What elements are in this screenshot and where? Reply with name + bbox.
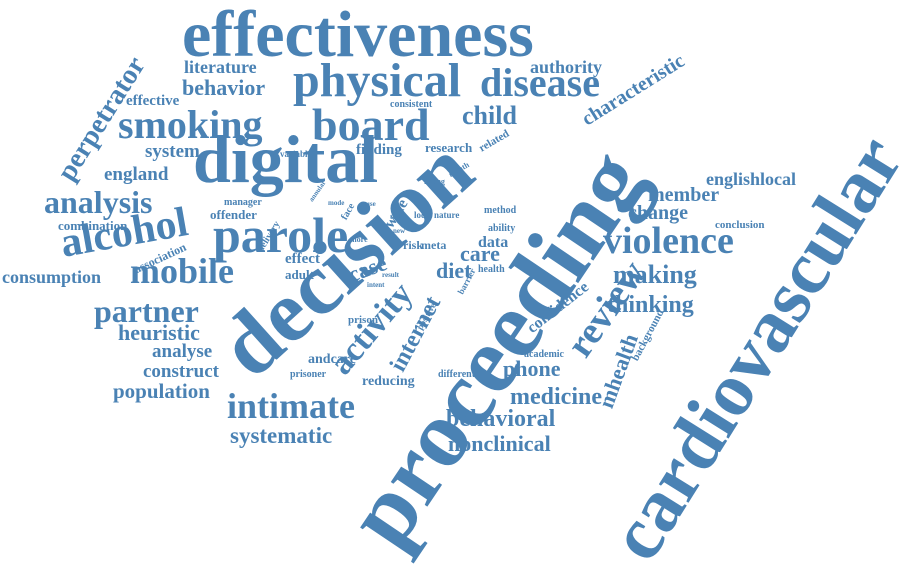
word-partner: partner xyxy=(94,293,199,329)
word-result: result xyxy=(382,271,399,279)
word-population: population xyxy=(113,379,210,403)
word-violence: violence xyxy=(603,220,734,262)
word-child: child xyxy=(462,101,517,130)
word-effectiveness: effectiveness xyxy=(182,0,534,71)
word-effective: effective xyxy=(126,93,180,109)
word-andcare: andcare xyxy=(308,352,356,367)
word-behavior: behavior xyxy=(182,75,266,100)
word-consumption: consumption xyxy=(2,267,102,287)
word-manager: manager xyxy=(224,197,262,208)
word-parole: parole xyxy=(213,207,349,263)
word-authority: authority xyxy=(530,57,602,77)
word-risk: risk xyxy=(403,238,424,252)
word-mobile: mobile xyxy=(130,251,234,291)
word-nonclinical: nonclinical xyxy=(448,431,551,456)
word-related: related xyxy=(476,127,512,155)
word-academic: academic xyxy=(524,349,564,360)
word-member: member xyxy=(648,184,720,206)
word-medicine: medicine xyxy=(510,384,602,410)
word-nature: nature xyxy=(434,210,460,220)
word-offender: offender xyxy=(210,207,257,222)
word-use: use xyxy=(366,200,376,208)
word-englishlocal: englishlocal xyxy=(706,169,797,189)
word-phone: phone xyxy=(503,356,561,381)
word-consistent: consistent xyxy=(390,99,433,110)
word-intent: intent xyxy=(367,281,385,289)
word-effect: effect xyxy=(285,251,320,267)
word-smoking: smoking xyxy=(118,102,263,147)
word-intimate: intimate xyxy=(227,386,355,426)
word-tool: tool xyxy=(390,213,402,221)
word-analysis: analysis xyxy=(44,184,153,220)
word-different: different xyxy=(438,369,476,380)
word-diet: diet xyxy=(436,258,472,283)
word-adult: adult xyxy=(285,267,314,282)
word-construct: construct xyxy=(143,361,219,382)
word-reducing: reducing xyxy=(362,374,415,389)
word-prisoner: prisoner xyxy=(290,369,327,380)
word-analyse: analyse xyxy=(152,341,213,362)
word-england: england xyxy=(104,164,169,185)
word-system: system xyxy=(145,141,200,162)
word-thinking: thinking xyxy=(607,292,694,318)
word-health: health xyxy=(478,264,505,275)
word-behavioral: behavioral xyxy=(446,406,556,432)
word-more: more xyxy=(350,235,368,244)
word-new: new xyxy=(393,227,406,235)
word-digital: digital xyxy=(193,121,379,197)
word-literature: literature xyxy=(184,57,257,77)
word-variable: variable xyxy=(280,149,312,159)
word-research: research xyxy=(425,140,473,155)
word-systematic: systematic xyxy=(230,423,333,448)
word-combination: combination xyxy=(58,218,128,233)
word-conclusion: conclusion xyxy=(715,219,765,231)
word-method: method xyxy=(484,205,517,216)
word-board: board xyxy=(312,99,430,150)
word-making: making xyxy=(613,260,697,289)
word-finding: finding xyxy=(356,142,402,158)
word-local: local xyxy=(414,210,432,220)
word-meta: meta xyxy=(421,238,447,252)
word-heuristic: heuristic xyxy=(118,320,200,345)
word-data: data xyxy=(478,234,509,251)
word-prison: prison xyxy=(348,314,378,326)
word-change: change xyxy=(628,202,688,224)
word-ability: ability xyxy=(488,223,516,234)
word-mode: mode xyxy=(328,199,345,207)
word-rating: rating xyxy=(424,177,445,186)
word-disease: disease xyxy=(480,60,600,105)
word-physical: physical xyxy=(293,54,462,107)
word-care: care xyxy=(460,241,500,266)
